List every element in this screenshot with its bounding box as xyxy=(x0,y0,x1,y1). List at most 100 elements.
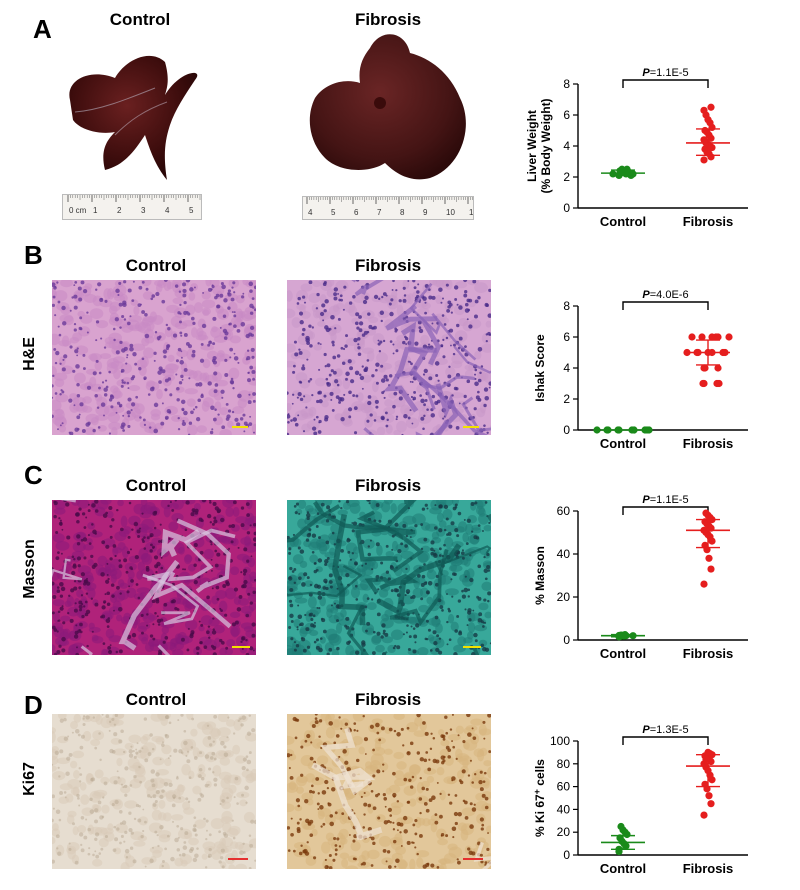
ruler-tick-label: 4 xyxy=(308,208,313,217)
ruler-tick-label: 0 cm xyxy=(69,206,87,215)
data-point xyxy=(700,156,708,164)
ruler-tick-label: 7 xyxy=(377,208,382,217)
y-tick-label: 100 xyxy=(550,734,570,748)
y-tick-label: 20 xyxy=(557,590,571,604)
x-tick-label: Control xyxy=(600,214,646,229)
ruler-tick-label: 5 xyxy=(189,206,194,215)
title-fibrosis-b: Fibrosis xyxy=(354,256,422,275)
data-point xyxy=(705,554,713,562)
panel-letter-c: C xyxy=(24,460,43,490)
panel-letter-d: D xyxy=(24,690,43,720)
scale-bar xyxy=(463,426,479,428)
title-control-c: Control xyxy=(125,476,187,495)
x-tick-label: Fibrosis xyxy=(683,861,734,876)
data-point xyxy=(715,379,723,388)
panel-letter-b: B xyxy=(24,240,43,270)
p-value-label: P=1.1E-5 xyxy=(642,68,688,79)
y-tick-label: 0 xyxy=(563,423,570,437)
micrograph-he-control xyxy=(52,280,256,435)
title-control-b: Control xyxy=(125,256,187,275)
data-point xyxy=(617,822,625,831)
ruler-tick-label: 1 xyxy=(93,206,98,215)
y-tick-label: 40 xyxy=(557,802,571,816)
data-point xyxy=(698,333,706,341)
x-tick-label: Control xyxy=(600,646,646,661)
data-point xyxy=(700,364,708,372)
row-label-ki67: Ki67 xyxy=(21,762,38,796)
title-control-a: Control xyxy=(109,10,171,29)
ruler-tick-label: 4 xyxy=(165,206,170,215)
ruler-tick-label: 10 xyxy=(446,208,455,217)
y-tick-label: 4 xyxy=(563,139,570,153)
data-point xyxy=(702,509,710,517)
title-fibrosis-c: Fibrosis xyxy=(354,476,422,495)
micrograph-ki67-fibrosis xyxy=(287,714,491,869)
data-point xyxy=(707,103,715,111)
y-axis-label: % Ki 67+ cells xyxy=(532,759,547,837)
chart-ki67: 0 20 40 60 80 100 Control Fibrosis % Ki 67+ cell… xyxy=(532,725,748,876)
micrograph-masson-control xyxy=(52,500,256,655)
y-tick-label: 8 xyxy=(563,77,570,91)
x-tick-label: Control xyxy=(600,436,646,451)
y-tick-label: 20 xyxy=(557,825,571,839)
y-tick-label: 8 xyxy=(563,299,570,313)
y-axis-label: Ishak Score xyxy=(533,334,547,402)
y-tick-label: 2 xyxy=(563,170,570,184)
data-point xyxy=(645,426,653,434)
y-tick-label: 4 xyxy=(563,361,570,375)
data-point xyxy=(688,333,696,341)
data-point xyxy=(593,426,601,434)
ruler-control: 0 cm 1 2 3 4 5 xyxy=(62,194,210,220)
data-point xyxy=(700,136,708,144)
p-value-label: P=1.1E-5 xyxy=(642,495,688,506)
row-label-he: H&E xyxy=(21,337,38,371)
scale-bar xyxy=(228,858,248,860)
x-tick-label: Fibrosis xyxy=(683,214,734,229)
scale-bar xyxy=(463,646,481,648)
ruler-tick-label: 11 xyxy=(469,208,473,217)
data-point xyxy=(700,106,708,114)
x-tick-label: Fibrosis xyxy=(683,646,734,661)
data-point xyxy=(714,333,722,341)
liver-photo-fibrosis xyxy=(300,28,480,193)
y-tick-label: 0 xyxy=(563,848,570,862)
title-control-d: Control xyxy=(125,690,187,709)
y-tick-label: 6 xyxy=(563,330,570,344)
y-axis-label: (% Body Weight) xyxy=(539,98,553,193)
data-point xyxy=(623,165,631,173)
ruler-tick-label: 9 xyxy=(423,208,428,217)
title-fibrosis-d: Fibrosis xyxy=(354,690,422,709)
p-value-label: P=1.3E-5 xyxy=(642,725,688,736)
chart-ishak-score: 0 2 4 6 8 Control Fibrosis Ishak Score P=4.0E-6 xyxy=(533,290,748,451)
title-fibrosis-a: Fibrosis xyxy=(354,10,422,29)
liver-photo-control xyxy=(55,40,245,190)
ruler-tick-label: 8 xyxy=(400,208,405,217)
y-tick-label: 6 xyxy=(563,108,570,122)
data-point xyxy=(707,800,715,808)
data-point xyxy=(700,811,708,819)
scale-bar xyxy=(463,858,483,860)
chart-liver-weight: 0 2 4 6 8 Control Fibrosis Liver Weight (% Body … xyxy=(525,68,748,229)
data-point xyxy=(714,364,722,372)
scale-bar xyxy=(232,646,250,648)
scale-bar xyxy=(232,426,248,428)
data-point xyxy=(705,792,713,800)
y-tick-label: 80 xyxy=(557,757,571,771)
y-tick-label: 2 xyxy=(563,392,570,406)
y-tick-label: 60 xyxy=(557,504,571,518)
y-tick-label: 0 xyxy=(563,201,570,215)
y-tick-label: 40 xyxy=(557,547,571,561)
ruler-tick-label: 3 xyxy=(141,206,146,215)
ruler-fibrosis: 4 5 6 7 8 9 10 11 xyxy=(302,196,489,220)
micrograph-masson-fibrosis xyxy=(287,500,491,655)
chart-masson: 0 20 40 60 Control Fibrosis % Masson P=1.1E-5 xyxy=(533,495,748,661)
p-value-label: P=4.0E-6 xyxy=(642,290,688,301)
micrograph-ki67-control xyxy=(52,714,256,869)
y-tick-label: 0 xyxy=(563,633,570,647)
y-tick-label: 60 xyxy=(557,780,571,794)
ruler-tick-label: 6 xyxy=(354,208,359,217)
panel-letter-a: A xyxy=(33,14,52,44)
micrograph-he-fibrosis xyxy=(287,280,491,435)
x-tick-label: Control xyxy=(600,861,646,876)
ruler-tick-label: 5 xyxy=(331,208,336,217)
